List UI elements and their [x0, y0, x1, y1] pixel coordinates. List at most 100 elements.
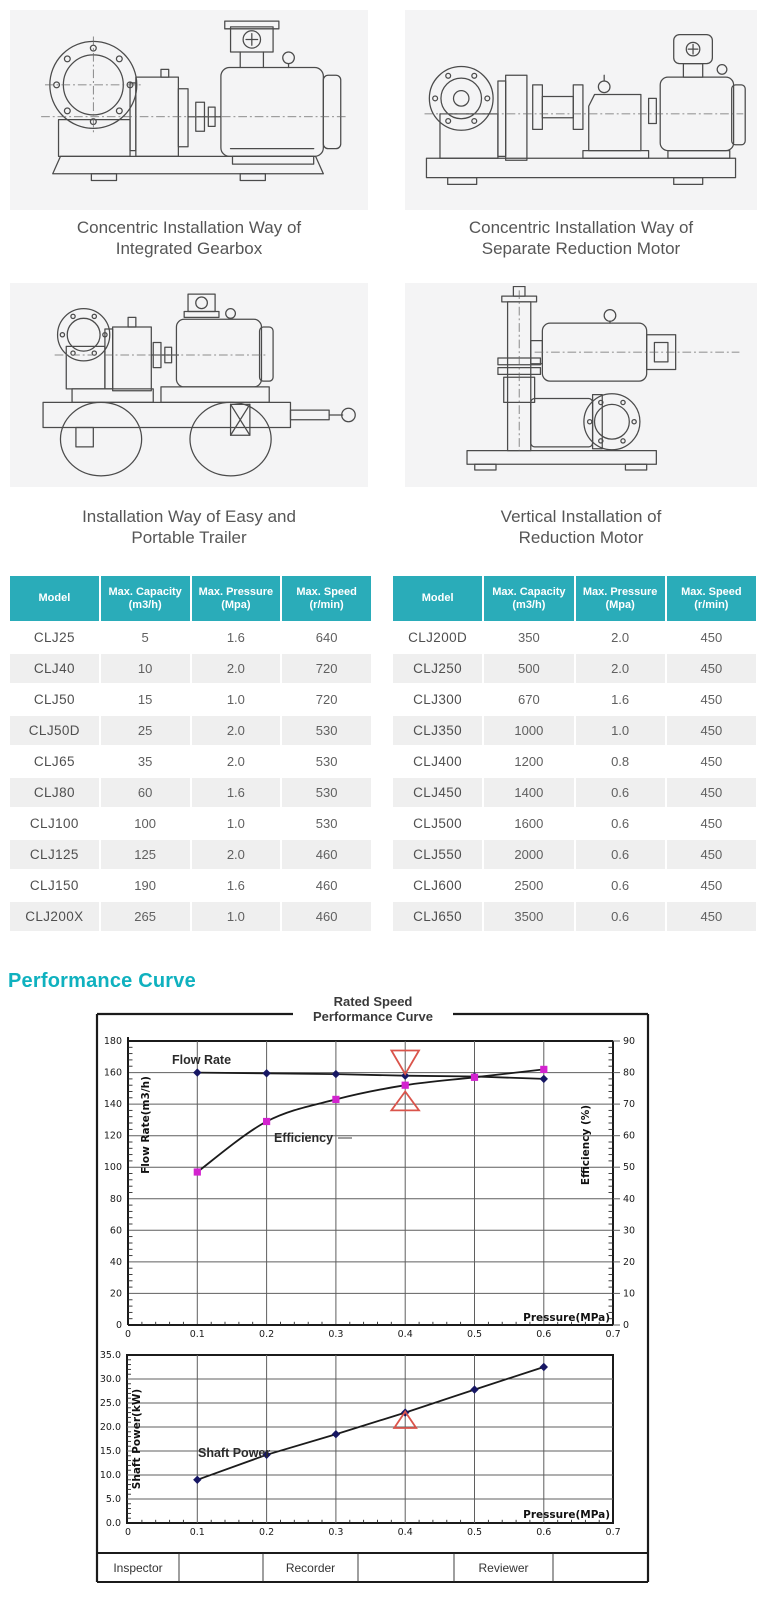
spec-cell: 0.6 [575, 778, 665, 807]
spec-row: CLJ80 60 1.6 530 [10, 778, 371, 807]
chart-text: 0.1 [190, 1527, 205, 1538]
caption-line: Vertical Installation of [500, 507, 662, 526]
spec-cell: 640 [282, 623, 371, 652]
chart-text: 0.5 [467, 1329, 482, 1340]
spec-cell: 450 [666, 840, 756, 869]
chart-text: 0.2 [259, 1527, 274, 1538]
caption-line: Concentric Installation Way of [468, 218, 694, 237]
spec-col-header: Max. Pressure (Mpa) [575, 576, 665, 621]
spec-row: CLJ65 35 2.0 530 [10, 747, 371, 776]
chart-text: Flow Rate [172, 1053, 231, 1067]
spec-cell: 15 [100, 685, 190, 714]
spec-row: CLJ200X 265 1.0 460 [10, 902, 371, 931]
spec-cell: 1.0 [191, 685, 281, 714]
spec-cell: CLJ300 [393, 685, 483, 714]
caption-line: Concentric Installation Way of [76, 218, 302, 237]
figure-panel-integrated-gearbox [10, 10, 368, 210]
section-title: Performance Curve [8, 970, 196, 992]
chart-text: 40 [623, 1194, 635, 1205]
spec-cell: 2500 [484, 871, 574, 900]
chart-text: Recorder [286, 1561, 335, 1575]
pump-vertical-reduction-motor-drawing [466, 286, 740, 471]
spec-cell: 1400 [484, 778, 574, 807]
chart-text: Pressure(MPa) [523, 1312, 610, 1324]
spec-cell: 60 [100, 778, 190, 807]
spec-table-right: Model Max. Capacity (m3/h) Max. Pressure (Mp… [391, 574, 758, 933]
chart-text: 30.0 [100, 1374, 121, 1385]
chart-text: 15.0 [100, 1446, 121, 1457]
spec-cell: 2.0 [191, 716, 281, 745]
spec-row: CLJ200D 350 2.0 450 [393, 623, 756, 652]
chart-text: 5.0 [106, 1494, 121, 1505]
chart-text: 0.7 [606, 1329, 621, 1340]
chart-text: 160 [104, 1068, 122, 1079]
spec-cell: 35 [100, 747, 190, 776]
spec-cell: 1600 [484, 809, 574, 838]
spec-cell: CLJ450 [393, 778, 483, 807]
chart-text: Flow Rate(m3/h) [140, 1076, 152, 1174]
chart-text: 40 [110, 1257, 122, 1268]
spec-table-left: Model Max. Capacity (m3/h) Max. Pressure (Mp… [8, 574, 373, 933]
spec-cell: 190 [100, 871, 190, 900]
spec-cell: 720 [282, 654, 371, 683]
caption-line: Integrated Gearbox [115, 239, 263, 258]
chart-text: 30 [623, 1225, 635, 1236]
chart-text: 80 [623, 1068, 635, 1079]
chart-text: Performance Curve [313, 1009, 433, 1024]
spec-cell: 450 [666, 716, 756, 745]
chart-text: 0.4 [398, 1527, 413, 1538]
spec-row: CLJ350 1000 1.0 450 [393, 716, 756, 745]
caption-line: Portable Trailer [131, 528, 247, 547]
spec-row: CLJ50 15 1.0 720 [10, 685, 371, 714]
spec-cell: 1.6 [575, 685, 665, 714]
performance-curve-chart: 0 20 40 60 80 100 120 140 160 180 0 10 20 30 40 50 60 70 8… [95, 991, 650, 1583]
spec-cell: 450 [666, 809, 756, 838]
spec-row: CLJ300 670 1.6 450 [393, 685, 756, 714]
chart-text: 0 [116, 1320, 122, 1331]
spec-cell: 450 [666, 747, 756, 776]
spec-row: CLJ500 1600 0.6 450 [393, 809, 756, 838]
spec-cell: 720 [282, 685, 371, 714]
spec-col-header: Max. Speed (r/min) [666, 576, 756, 621]
chart-text: 70 [623, 1099, 635, 1110]
chart-text: 0 [623, 1320, 629, 1331]
spec-cell: CLJ600 [393, 871, 483, 900]
spec-cell: 265 [100, 902, 190, 931]
spec-cell: 530 [282, 778, 371, 807]
pump-portable-trailer-drawing [42, 293, 356, 477]
spec-cell: 2000 [484, 840, 574, 869]
figure-panel-vertical-reduction-motor [405, 283, 757, 487]
spec-cell: 1.6 [191, 778, 281, 807]
spec-row: CLJ400 1200 0.8 450 [393, 747, 756, 776]
spec-cell: CLJ40 [10, 654, 99, 683]
spec-col-header: Max. Capacity (m3/h) [100, 576, 190, 621]
spec-cell: CLJ200X [10, 902, 99, 931]
spec-cell: CLJ650 [393, 902, 483, 931]
spec-cell: CLJ250 [393, 654, 483, 683]
spec-cell: CLJ150 [10, 871, 99, 900]
figure-caption-integrated-gearbox: Concentric Installation Way of Integrate… [10, 217, 368, 259]
spec-col-header: Model [393, 576, 483, 621]
chart-text: Shaft Power(kW) [131, 1389, 143, 1489]
spec-row: CLJ600 2500 0.6 450 [393, 871, 756, 900]
spec-cell: 2.0 [575, 623, 665, 652]
spec-row: CLJ40 10 2.0 720 [10, 654, 371, 683]
chart-text: 90 [623, 1036, 635, 1047]
spec-cell: 1.6 [191, 623, 281, 652]
chart-text: 0.5 [467, 1527, 482, 1538]
spec-cell: 0.6 [575, 840, 665, 869]
chart-text: 0.7 [606, 1527, 621, 1538]
spec-cell: CLJ125 [10, 840, 99, 869]
chart-text: 20 [110, 1288, 122, 1299]
spec-row: CLJ450 1400 0.6 450 [393, 778, 756, 807]
spec-cell: CLJ50D [10, 716, 99, 745]
chart-text: 0.4 [398, 1329, 413, 1340]
chart-text: 25.0 [100, 1398, 121, 1409]
chart-text: 50 [623, 1162, 635, 1173]
caption-line: Installation Way of Easy and [82, 507, 296, 526]
spec-cell: CLJ100 [10, 809, 99, 838]
spec-row: CLJ150 190 1.6 460 [10, 871, 371, 900]
spec-cell: 460 [282, 871, 371, 900]
chart-text: 0.2 [259, 1329, 274, 1340]
chart-text: 180 [104, 1036, 122, 1047]
